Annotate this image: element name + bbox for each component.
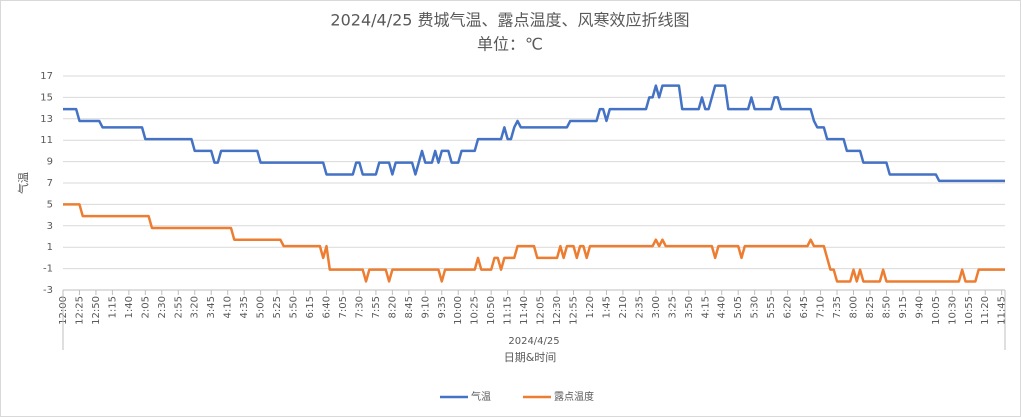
x-tick-label: 6:15 — [305, 296, 316, 318]
x-tick-label: 2:05 — [140, 296, 151, 318]
x-tick-label: 4:35 — [239, 296, 250, 318]
chart-title: 2024/4/25 费城气温、露点温度、风寒效应折线图 — [330, 11, 689, 30]
y-tick-label: 15 — [40, 92, 53, 103]
x-tick-label: 3:20 — [190, 296, 201, 318]
x-tick-label: 2:35 — [634, 296, 645, 318]
x-tick-label: 5:05 — [733, 296, 744, 318]
series-line — [63, 84, 1005, 183]
y-tick-label: 13 — [40, 114, 53, 125]
x-group-label: 2024/4/25 — [508, 336, 559, 347]
x-tick-label: 1:15 — [107, 296, 118, 318]
x-tick-label: 8:25 — [865, 296, 876, 318]
x-tick-label: 7:30 — [354, 296, 365, 318]
x-tick-label: 6:45 — [799, 296, 810, 318]
y-tick-label: 7 — [47, 178, 53, 189]
x-tick-label: 12:30 — [552, 296, 563, 325]
x-tick-label: 6:40 — [321, 296, 332, 318]
x-tick-label: 11:45 — [997, 296, 1008, 325]
x-tick-label: 12:05 — [536, 296, 547, 325]
y-tick-label: 1 — [47, 242, 53, 253]
x-tick-label: 8:45 — [404, 296, 415, 318]
y-tick-label: -1 — [43, 264, 53, 275]
y-tick-label: 9 — [47, 157, 53, 168]
x-tick-label: 5:55 — [766, 296, 777, 318]
x-tick-label: 10:50 — [486, 296, 497, 325]
x-tick-label: 7:55 — [371, 296, 382, 318]
x-tick-label: 11:20 — [980, 296, 991, 325]
x-tick-label: 9:35 — [437, 296, 448, 318]
x-tick-label: 12:50 — [91, 296, 102, 325]
x-tick-label: 2:30 — [157, 296, 168, 318]
x-tick-label: 4:40 — [717, 296, 728, 318]
y-tick-label: -3 — [43, 285, 53, 296]
x-tick-label: 2:10 — [618, 296, 629, 318]
x-tick-label: 3:25 — [667, 296, 678, 318]
y-tick-label: 5 — [47, 199, 53, 210]
x-tick-label: 10:00 — [453, 296, 464, 325]
x-tick-label: 10:30 — [947, 296, 958, 325]
x-axis-title: 日期&时间 — [504, 351, 557, 364]
x-tick-label: 3:50 — [684, 296, 695, 318]
x-tick-label: 8:50 — [881, 296, 892, 318]
x-tick-label: 3:45 — [206, 296, 217, 318]
x-tick-label: 2:55 — [173, 296, 184, 318]
x-tick-label: 11:15 — [503, 296, 514, 325]
x-tick-label: 7:35 — [832, 296, 843, 318]
x-tick-label: 8:20 — [387, 296, 398, 318]
x-tick-label: 11:40 — [519, 296, 530, 325]
series-line — [63, 203, 1005, 283]
x-tick-label: 9:10 — [420, 296, 431, 318]
x-tick-label: 4:15 — [700, 296, 711, 318]
y-tick-label: 17 — [40, 71, 53, 82]
x-tick-label: 5:30 — [750, 296, 761, 318]
x-tick-label: 9:40 — [914, 296, 925, 318]
y-axis-title: 气温 — [16, 172, 30, 194]
x-tick-label: 5:00 — [256, 296, 267, 318]
legend-label: 气温 — [471, 390, 491, 403]
chart-subtitle: 单位：℃ — [477, 35, 543, 54]
x-tick-label: 7:05 — [338, 296, 349, 318]
x-tick-label: 1:40 — [124, 296, 135, 318]
x-tick-label: 9:15 — [898, 296, 909, 318]
y-tick-label: 11 — [40, 135, 53, 146]
x-tick-label: 10:05 — [931, 296, 942, 325]
x-tick-label: 7:10 — [816, 296, 827, 318]
x-tick-label: 5:25 — [272, 296, 283, 318]
y-tick-label: 3 — [47, 221, 53, 232]
x-tick-label: 6:20 — [783, 296, 794, 318]
x-tick-label: 8:00 — [848, 296, 859, 318]
legend-label: 露点温度 — [554, 390, 594, 403]
x-tick-label: 10:55 — [964, 296, 975, 325]
x-tick-label: 5:50 — [289, 296, 300, 318]
x-tick-label: 4:10 — [223, 296, 234, 318]
x-tick-label: 3:00 — [651, 296, 662, 318]
x-tick-label: 12:55 — [569, 296, 580, 325]
x-tick-label: 12:25 — [74, 296, 85, 325]
x-tick-label: 1:45 — [601, 296, 612, 318]
x-tick-label: 10:25 — [470, 296, 481, 325]
x-tick-label: 1:20 — [585, 296, 596, 318]
